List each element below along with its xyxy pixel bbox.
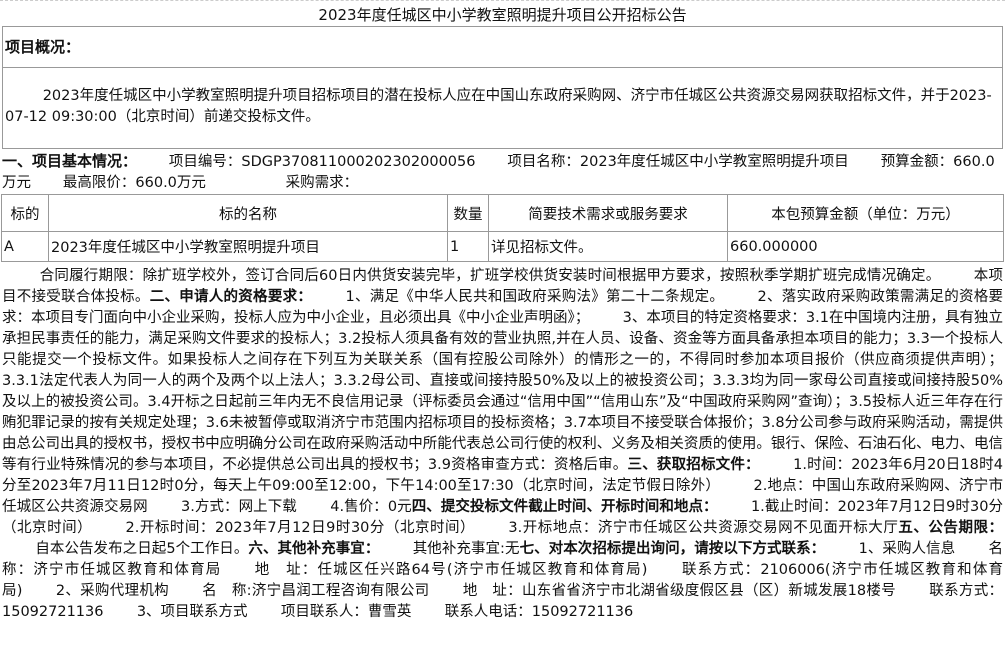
table-header-row: 标的 标的名称 数量 简要技术需求或服务要求 本包预算金额（单位：万元）: [1, 194, 1004, 232]
body-text-segment: 联系人电话：15092721136: [444, 604, 634, 620]
cell-requirements: 详见招标文件。: [488, 231, 728, 262]
project-name: 项目名称：2023年度任城区中小学教室照明提升项目: [507, 154, 849, 170]
body-text-segment: 1、采购人信息: [858, 541, 956, 557]
section-heading: 二、申请人的资格要求：: [149, 289, 313, 305]
overview-box: 项目概况： 2023年度任城区中小学教室照明提升项目招标项目的潜在投标人应在中国…: [2, 26, 1003, 149]
header-cell: 标的: [1, 194, 49, 232]
max-price: 最高限价：660.0万元: [62, 175, 206, 191]
overview-text: 2023年度任城区中小学教室照明提升项目招标项目的潜在投标人应在中国山东政府采购…: [5, 88, 992, 125]
header-cell: 本包预算金额（单位：万元）: [727, 194, 1004, 232]
page-title: 2023年度任城区中小学教室照明提升项目公开招标公告: [318, 6, 687, 24]
body-text-segment: 2.地点：中国山东政府采购网、济宁市任城区公共资源交易网: [2, 478, 1003, 515]
header-cell: 数量: [447, 194, 489, 232]
cell-budget: 660.000000: [727, 231, 1004, 262]
body-text-segment: 3、项目联系方式: [136, 604, 248, 620]
announcement-body: 合同履行期限：除扩班学校外，签订合同后60日内供货安装完毕，扩班学校供货安装时间…: [0, 262, 1005, 623]
body-text-segment: 3、本项目的特定资格要求：3.1在中国境内注册，具有独立承担民事责任的能力，满足…: [2, 310, 1003, 473]
cell-quantity: 1: [447, 231, 489, 262]
body-text-segment: 地 址：任城区任兴路64号(济宁市任城区教育和体育局): [254, 562, 648, 578]
body-text-segment: 地 址：山东省省济宁市北湖省级度假区县（区）新城发展18楼号: [462, 583, 896, 599]
body-text-segment: 合同履行期限：除扩班学校外，签订合同后60日内供货安装完毕，扩班学校供货安装时间…: [39, 268, 941, 284]
overview-header: 项目概况：: [3, 27, 1002, 68]
body-text-segment: 项目联系人：曹雪英: [280, 604, 412, 620]
body-text-segment: 3.开标地点：济宁市任城区公共资源交易网不见面开标大厅: [508, 520, 899, 536]
section-heading: 六、其他补充事宜：: [248, 541, 380, 557]
body-text-segment: 本项目不接受联合体投标。: [2, 268, 1003, 305]
body-text-segment: 2、采购代理机构: [55, 583, 169, 599]
body-text-segment: 2、落实政府采购政策需满足的资格要求：本项目专门面向中小企业采购，投标人应为中小…: [2, 289, 1004, 326]
body-text-segment: 自本公告发布之日起5个工作日。: [35, 541, 249, 557]
demand-label: 采购需求：: [285, 175, 359, 191]
project-number: 项目编号：SDGP370811000202302000056: [168, 154, 476, 170]
table-row: A 2023年度任城区中小学教室照明提升项目 1 详见招标文件。 660.000…: [1, 231, 1004, 262]
body-text-segment: 联系方式：2106006(济宁市任城区教育和体育局): [2, 562, 1004, 599]
body-text-segment: 3.方式：网上下载: [181, 499, 297, 515]
section-heading: 三、获取招标文件：: [627, 457, 760, 473]
body-text-segment: 名 称:济宁昌润工程咨询有限公司: [202, 583, 430, 599]
basic-heading: 一、项目基本情况：: [2, 152, 138, 170]
body-text-segment: 1.截止时间：2023年7月12日9时30分（北京时间）: [2, 499, 1004, 536]
cell-name: 2023年度任城区中小学教室照明提升项目: [48, 231, 448, 262]
section-heading: 四、提交投标文件截止时间、开标时间和地点：: [411, 499, 718, 515]
section-heading: 七、对本次招标提出询问，请按以下方式联系：: [519, 541, 826, 557]
body-text-segment: 4.售价：0元: [330, 499, 412, 515]
body-text-segment: 其他补充事宜:无: [412, 541, 520, 557]
header-cell: 简要技术需求或服务要求: [488, 194, 728, 232]
body-text-segment: 1、满足《中华人民共和国政府采购法》第二十二条规定。: [345, 289, 725, 305]
budget: 预算金额：660.0万元: [2, 154, 995, 191]
basic-info: 一、项目基本情况： 项目编号：SDGP370811000202302000056 项…: [0, 149, 1005, 194]
body-text-segment: 联系方式：15092721136: [2, 583, 1003, 620]
demand-table: 标的 标的名称 数量 简要技术需求或服务要求 本包预算金额（单位：万元） A 2…: [1, 194, 1004, 262]
body-text-segment: 1.时间：2023年6月20日18时4分至2023年7月11日12时0分，每天上…: [2, 457, 1004, 494]
body-text-segment: 2.开标时间：2023年7月12日9时30分（北京时间）: [125, 520, 476, 536]
top-divider: [0, 0, 1005, 5]
section-heading: 五、公告期限：: [898, 520, 1003, 536]
body-text-segment: 名 称：济宁市任城区教育和体育局: [2, 541, 1005, 578]
header-cell: 标的名称: [48, 194, 448, 232]
cell-lot: A: [1, 231, 49, 262]
